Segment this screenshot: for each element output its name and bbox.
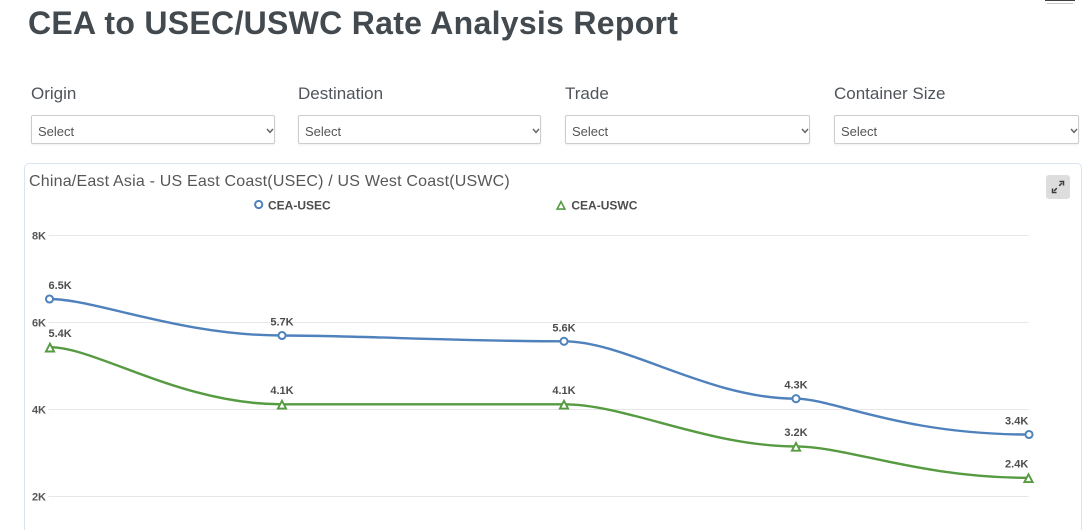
svg-text:2.4K: 2.4K: [1005, 459, 1028, 471]
svg-text:CEA-USEC: CEA-USEC: [268, 199, 331, 213]
svg-text:6K: 6K: [32, 318, 46, 330]
svg-text:6.5K: 6.5K: [49, 280, 72, 292]
svg-text:5.7K: 5.7K: [270, 317, 293, 329]
svg-text:CEA-USWC: CEA-USWC: [571, 199, 637, 213]
svg-text:5.4K: 5.4K: [49, 328, 72, 340]
svg-text:4K: 4K: [32, 405, 46, 417]
svg-text:4.3K: 4.3K: [784, 380, 807, 392]
svg-text:5.6K: 5.6K: [552, 322, 575, 334]
svg-text:2K: 2K: [32, 492, 46, 504]
svg-text:4.1K: 4.1K: [552, 385, 575, 397]
svg-text:3.4K: 3.4K: [1005, 416, 1028, 428]
svg-text:4.1K: 4.1K: [270, 385, 293, 397]
svg-text:8K: 8K: [32, 231, 46, 243]
svg-text:3.2K: 3.2K: [784, 427, 807, 439]
